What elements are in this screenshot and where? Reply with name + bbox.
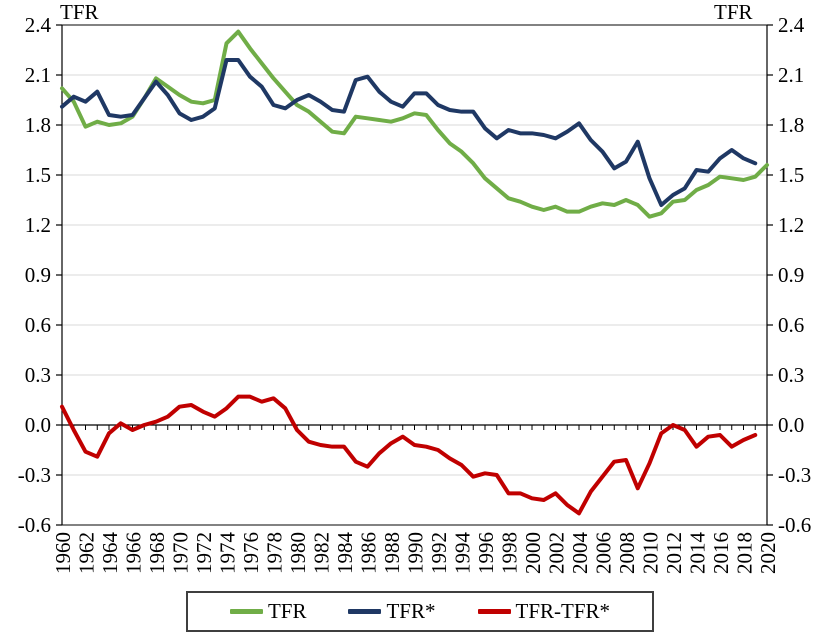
y-tick-label-right: 1.5 [778, 163, 804, 187]
svg-text:2016: 2016 [709, 532, 733, 574]
y-tick-label-right: 1.2 [778, 213, 804, 237]
y-tick-label-left: 1.8 [25, 113, 51, 137]
legend-item-tfr: TFR [229, 599, 307, 623]
y-tick-label-left: 1.5 [25, 163, 51, 187]
svg-text:1968: 1968 [145, 532, 169, 574]
y-tick-label-right: -0.3 [778, 463, 811, 487]
series-line-2 [60, 394, 758, 516]
y-tick-label-right: 0.6 [778, 313, 804, 337]
svg-text:2020: 2020 [756, 532, 780, 574]
y-tick-label-left: 0.6 [25, 313, 51, 337]
svg-text:2002: 2002 [545, 532, 569, 574]
svg-text:1978: 1978 [263, 532, 287, 574]
y-tick-label-right: 0.0 [778, 413, 804, 437]
y-tick-label-right: 2.4 [778, 13, 805, 37]
y-tick-label-right: 0.3 [778, 363, 804, 387]
y-tick-label-right: 2.1 [778, 63, 804, 87]
chart-legend: TFR TFR* TFR-TFR* [186, 591, 654, 632]
series-line-1 [60, 58, 758, 207]
svg-text:2014: 2014 [686, 532, 710, 575]
svg-text:1964: 1964 [98, 532, 122, 575]
plot-borders [62, 24, 767, 526]
svg-text:1972: 1972 [192, 532, 216, 574]
tfr-star-line-swatch [348, 609, 382, 614]
svg-text:1986: 1986 [357, 532, 381, 574]
svg-text:1988: 1988 [380, 532, 404, 574]
right-axis-title: TFR [714, 0, 753, 24]
svg-text:1982: 1982 [310, 532, 334, 574]
tfr-diff-line-swatch [477, 609, 511, 614]
svg-text:1970: 1970 [169, 532, 193, 574]
y-axes: 2.4 2.4 2.1 2.1 1.8 1.8 1.5 1.5 1.2 1.2 0.9 0.9 0.6 0… [18, 13, 812, 537]
legend-label-tfr-diff: TFR-TFR* [515, 599, 611, 623]
svg-text:2000: 2000 [521, 532, 545, 574]
y-tick-label-left: 2.1 [25, 63, 51, 87]
y-tick-label-left: -0.6 [18, 513, 51, 537]
svg-text:2004: 2004 [568, 532, 592, 575]
svg-text:2012: 2012 [662, 532, 686, 574]
y-tick-label-right: 0.9 [778, 263, 804, 287]
y-tick-label-left: 2.4 [25, 13, 52, 37]
svg-text:1994: 1994 [451, 532, 475, 575]
y-tick-label-left: -0.3 [18, 463, 51, 487]
y-tick-label-left: 0.3 [25, 363, 51, 387]
svg-text:1980: 1980 [286, 532, 310, 574]
svg-text:1974: 1974 [216, 532, 240, 575]
svg-text:2018: 2018 [733, 532, 757, 574]
legend-label-tfr: TFR [267, 599, 307, 623]
svg-text:1960: 1960 [51, 532, 75, 574]
x-tick-labels: 1960 1962 1964 1966 1968 1970 1972 1974 1976 1978… [51, 532, 780, 575]
svg-text:1996: 1996 [474, 532, 498, 574]
svg-text:2008: 2008 [615, 532, 639, 574]
zero-axis-line [61, 424, 768, 430]
y-tick-label-right: 1.8 [778, 113, 804, 137]
y-tick-label-right: -0.6 [778, 513, 811, 537]
legend-label-tfr-star: TFR* [386, 599, 436, 623]
y-tick-label-left: 0.9 [25, 263, 51, 287]
horizontal-gridlines [62, 74, 767, 476]
svg-text:1990: 1990 [404, 532, 428, 574]
svg-text:1998: 1998 [498, 532, 522, 574]
legend-item-tfr-diff: TFR-TFR* [477, 599, 611, 623]
tfr-line-swatch [229, 609, 263, 614]
y-tick-label-left: 1.2 [25, 213, 51, 237]
svg-text:1962: 1962 [75, 532, 99, 574]
svg-text:2006: 2006 [592, 532, 616, 574]
y-tick-label-left: 0.0 [25, 413, 51, 437]
svg-text:1976: 1976 [239, 532, 263, 574]
legend-item-tfr-star: TFR* [348, 599, 436, 623]
left-axis-title: TFR [60, 0, 99, 24]
svg-text:1992: 1992 [427, 532, 451, 574]
svg-text:1984: 1984 [333, 532, 357, 575]
series-line-0 [60, 29, 769, 219]
svg-text:2010: 2010 [639, 532, 663, 574]
svg-text:1966: 1966 [122, 532, 146, 574]
